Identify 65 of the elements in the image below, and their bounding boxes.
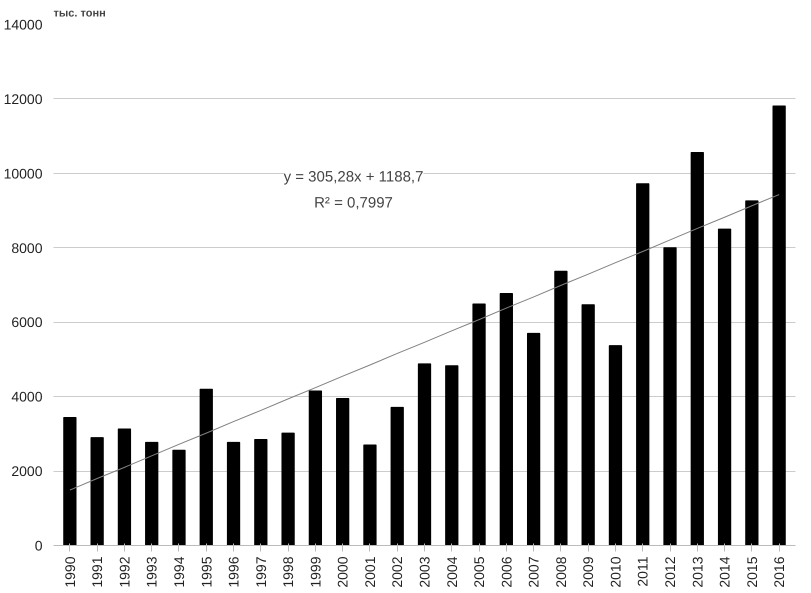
bar xyxy=(226,442,240,546)
bar xyxy=(500,293,513,546)
y-tick-label: 8000 xyxy=(11,240,43,256)
x-tick-label: 1991 xyxy=(89,556,106,588)
x-tick-label: 1995 xyxy=(198,556,214,588)
x-tick-label: 2000 xyxy=(334,556,351,588)
y-tick-label: 12000 xyxy=(4,90,43,107)
x-tick-label: 2014 xyxy=(716,556,733,588)
x-tick-label: 2013 xyxy=(689,556,706,588)
x-tick-label: 1997 xyxy=(252,556,269,588)
x-tick-label: 1998 xyxy=(280,556,296,588)
bar xyxy=(772,106,786,546)
bar xyxy=(690,152,704,546)
bar xyxy=(718,228,732,546)
x-tick-label: 1993 xyxy=(144,556,160,588)
x-tick-label: 2002 xyxy=(389,556,406,588)
bar xyxy=(118,428,132,546)
x-tick-label: 2012 xyxy=(662,556,678,588)
bar xyxy=(745,200,758,546)
bar xyxy=(663,247,677,546)
x-tick-label: 1990 xyxy=(62,556,78,588)
annotation: y = 305,28x + 1188,7 R² = 0,7997 xyxy=(284,168,424,212)
x-tick-label: 2016 xyxy=(771,556,788,588)
y-tick-label: 2000 xyxy=(11,463,43,480)
bar xyxy=(145,442,158,546)
x-tick-label: 2009 xyxy=(580,556,596,588)
x-tick-label: 2004 xyxy=(444,556,460,588)
x-tick-label: 1994 xyxy=(170,556,187,588)
bar xyxy=(582,304,595,546)
x-tick-label: 2007 xyxy=(526,556,542,588)
y-tick-label: 14000 xyxy=(4,16,43,32)
y-tick-label: 4000 xyxy=(11,388,43,405)
bar xyxy=(554,270,568,546)
bar xyxy=(172,450,186,546)
x-tick-label: 1996 xyxy=(226,556,242,588)
x-tick-label: 2015 xyxy=(744,556,760,588)
bar xyxy=(63,416,77,546)
y-axis-title: тыс. тонн xyxy=(54,8,106,20)
bar xyxy=(526,332,540,546)
bar xyxy=(445,365,458,546)
bar xyxy=(281,432,295,546)
y-tick-label: 6000 xyxy=(11,314,43,330)
bar xyxy=(200,388,213,546)
bar xyxy=(363,444,377,546)
bar xyxy=(472,303,486,546)
x-tick-label: 2005 xyxy=(471,556,488,588)
y-tick-label: 0 xyxy=(34,538,43,554)
x-tick-label: 2003 xyxy=(416,556,432,588)
x-tick-label: 2006 xyxy=(498,556,514,588)
bar xyxy=(418,363,432,546)
y-tick-label: 10000 xyxy=(4,165,43,182)
bar xyxy=(390,406,404,546)
x-tick-label: 1992 xyxy=(116,556,132,588)
line-series xyxy=(69,194,780,491)
x-tick-label: 1999 xyxy=(307,556,324,588)
bar xyxy=(90,437,104,546)
x-tick-label: 2001 xyxy=(362,556,378,588)
x-tick-label: 2010 xyxy=(607,556,624,588)
bar xyxy=(608,345,622,546)
bar xyxy=(254,438,268,546)
bar xyxy=(636,183,650,546)
bar xyxy=(308,390,322,546)
bar xyxy=(336,398,350,546)
x-tick-label: 2011 xyxy=(634,556,651,587)
x-tick-label: 2008 xyxy=(552,556,569,588)
